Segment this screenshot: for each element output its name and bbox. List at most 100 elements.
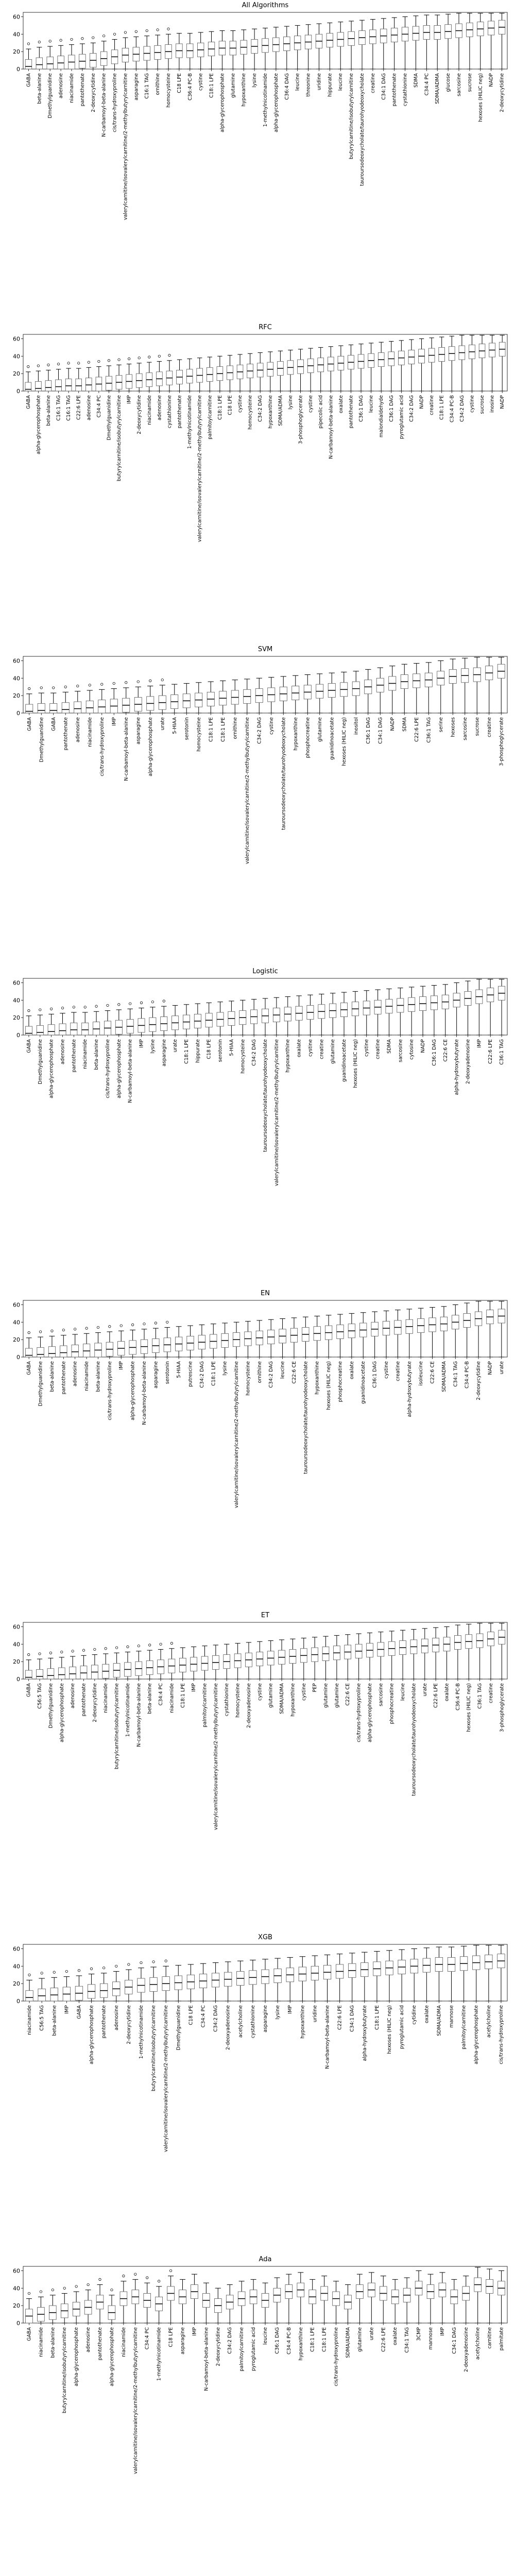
box bbox=[37, 1347, 44, 1358]
outlier-point bbox=[102, 1967, 106, 1970]
x-tick-label: cis/trans-hydroxyproline bbox=[499, 2005, 504, 2064]
x-tick-label: C36:1 TAG bbox=[426, 717, 432, 743]
outlier-point bbox=[110, 2289, 113, 2292]
x-tick-label: butyrylcarnitine/isobutyrylcarnitine bbox=[151, 2005, 157, 2091]
outlier-point bbox=[87, 2283, 90, 2286]
outlier-point bbox=[51, 2289, 54, 2292]
x-tick-label: 2-deoxyadenosine bbox=[246, 1683, 252, 1728]
box bbox=[36, 1669, 43, 1680]
x-tick-label: sarcosine bbox=[462, 717, 468, 740]
chart-title: ET bbox=[261, 1612, 269, 1619]
x-tick-label: NADP bbox=[390, 717, 396, 731]
x-tick-label: C18 LPE bbox=[177, 73, 182, 93]
x-tick-label: niacinamide bbox=[147, 395, 152, 425]
box bbox=[65, 378, 72, 392]
x-tick-label: beta-alanine bbox=[147, 1683, 153, 1714]
x-tick-label: butyrylcarnitine/isobutyrylcarnitine bbox=[114, 1683, 120, 1769]
x-tick-label: phosphocreatine bbox=[337, 1361, 343, 1402]
outlier-point bbox=[74, 1328, 77, 1331]
x-tick-label: C18:1 LPE bbox=[310, 2327, 316, 2352]
y-tick-label: 40 bbox=[13, 31, 20, 38]
outlier-point bbox=[148, 1643, 151, 1647]
x-tick-label: C18 LPE bbox=[227, 395, 233, 415]
x-tick-label: tauroursodeoxycholate/taurohyodeoxychola… bbox=[281, 717, 286, 830]
outlier-point bbox=[76, 684, 79, 688]
outlier-point bbox=[62, 1328, 65, 1332]
x-tick-label: C18:1 LPE bbox=[208, 717, 214, 742]
x-tick-label: asparagine bbox=[263, 2005, 268, 2032]
x-tick-label: C36:1 TAG bbox=[499, 1039, 505, 1065]
x-tick-label: tauroursodeoxycholate/taurohyodeoxychola… bbox=[303, 1361, 308, 1474]
x-tick-label: C36:4 PC-B bbox=[187, 73, 193, 100]
box bbox=[25, 1670, 32, 1680]
x-tick-label: beta-alanine bbox=[50, 2327, 56, 2358]
y-tick-label: 20 bbox=[13, 370, 20, 377]
x-tick-label: asparagine bbox=[180, 2327, 186, 2354]
y-tick-label: 40 bbox=[13, 997, 20, 1004]
x-tick-label: GABA bbox=[26, 73, 31, 87]
x-tick-label: asparagine bbox=[133, 73, 139, 100]
x-tick-label: homocysteine bbox=[196, 717, 202, 752]
x-tick-label: C36:1 DAG bbox=[432, 1039, 437, 1066]
x-tick-label: C56:5 TAG bbox=[39, 2005, 45, 2031]
box bbox=[35, 381, 42, 392]
outlier-point bbox=[61, 1006, 64, 1010]
y-tick-label: 0 bbox=[16, 1998, 20, 2005]
x-tick-label: C36:1 DAG bbox=[372, 1361, 378, 1388]
y-tick-label: 60 bbox=[13, 1945, 20, 1952]
x-tick-label: GABA bbox=[26, 1683, 32, 1697]
x-tick-label: GABA bbox=[76, 2005, 82, 2019]
x-tick-label: 2-deoxyadenosine bbox=[465, 1039, 471, 1084]
outlier-point bbox=[124, 31, 127, 34]
chart-panel: RFC 0 20 40 60 GABA alpha-glycerophosphate beta… bbox=[13, 324, 508, 542]
outlier-point bbox=[145, 29, 148, 32]
box bbox=[47, 1024, 55, 1036]
x-tick-label: C34:1 DAG bbox=[350, 2005, 355, 2032]
x-tick-label: C34:2 DAG bbox=[199, 1361, 205, 1388]
x-tick-label: 2-deoxycytidine bbox=[476, 1361, 482, 1400]
x-tick-label: 1-methylnicotinamide bbox=[157, 2327, 162, 2381]
x-tick-label: oxalate bbox=[392, 2327, 398, 2345]
x-tick-label: 2-deoxycytidine bbox=[91, 73, 96, 112]
x-tick-label: C34:2 DAG bbox=[213, 2005, 219, 2032]
y-tick-label: 0 bbox=[16, 66, 20, 73]
box bbox=[75, 378, 82, 392]
outlier-point bbox=[158, 2280, 161, 2283]
x-tick-label: alpha-glycerophosphate bbox=[89, 2005, 95, 2064]
x-tick-label: IMP bbox=[111, 717, 117, 726]
y-tick-label: 0 bbox=[16, 2320, 20, 2327]
x-tick-label: niacinamide bbox=[169, 1683, 175, 1713]
x-tick-label: carnitine bbox=[487, 2327, 493, 2349]
outlier-point bbox=[137, 1645, 140, 1648]
x-tick-label: mannose bbox=[449, 2005, 455, 2028]
x-tick-label: adenosine bbox=[73, 1361, 78, 1386]
outlier-point bbox=[27, 2292, 31, 2295]
x-tick-label: hypoxanthine bbox=[298, 2327, 304, 2361]
x-tick-label: C34:1 DAG bbox=[377, 717, 383, 744]
x-tick-label: GABA bbox=[26, 1039, 32, 1053]
chart-title: Ada bbox=[259, 2256, 272, 2263]
x-tick-label: 5-HIAA bbox=[229, 1039, 234, 1056]
x-tick-label: 5-HIAA bbox=[176, 1361, 182, 1378]
outlier-point bbox=[92, 36, 95, 39]
chart-panel: Logistic 0 20 40 60 GABA Dmethylguanidine alpha… bbox=[13, 968, 508, 1186]
x-tick-label: GABA bbox=[27, 717, 32, 731]
x-tick-label: cystine bbox=[384, 1361, 389, 1379]
outlier-point bbox=[52, 686, 55, 689]
x-tick-label: putrescine bbox=[188, 1361, 194, 1387]
x-tick-label: creatine bbox=[319, 1039, 324, 1059]
x-tick-label: C56:5 TAG bbox=[37, 1683, 43, 1709]
x-tick-label: N-carbamoyl-beta-alanine bbox=[325, 2005, 331, 2069]
outlier-point bbox=[128, 357, 131, 360]
x-tick-label: phosphocreatine bbox=[389, 1683, 395, 1724]
outlier-point bbox=[53, 1971, 56, 1974]
x-tick-label: C18:1 LPE bbox=[217, 395, 223, 420]
x-tick-label: pipecolic acid bbox=[318, 395, 324, 429]
box bbox=[25, 1348, 33, 1358]
x-tick-label: cystine bbox=[269, 717, 274, 735]
x-tick-label: C34:4 PC bbox=[424, 73, 430, 96]
chart-title: XGB bbox=[258, 1934, 272, 1941]
outlier-point bbox=[134, 2273, 137, 2276]
outlier-point bbox=[129, 1002, 132, 1005]
